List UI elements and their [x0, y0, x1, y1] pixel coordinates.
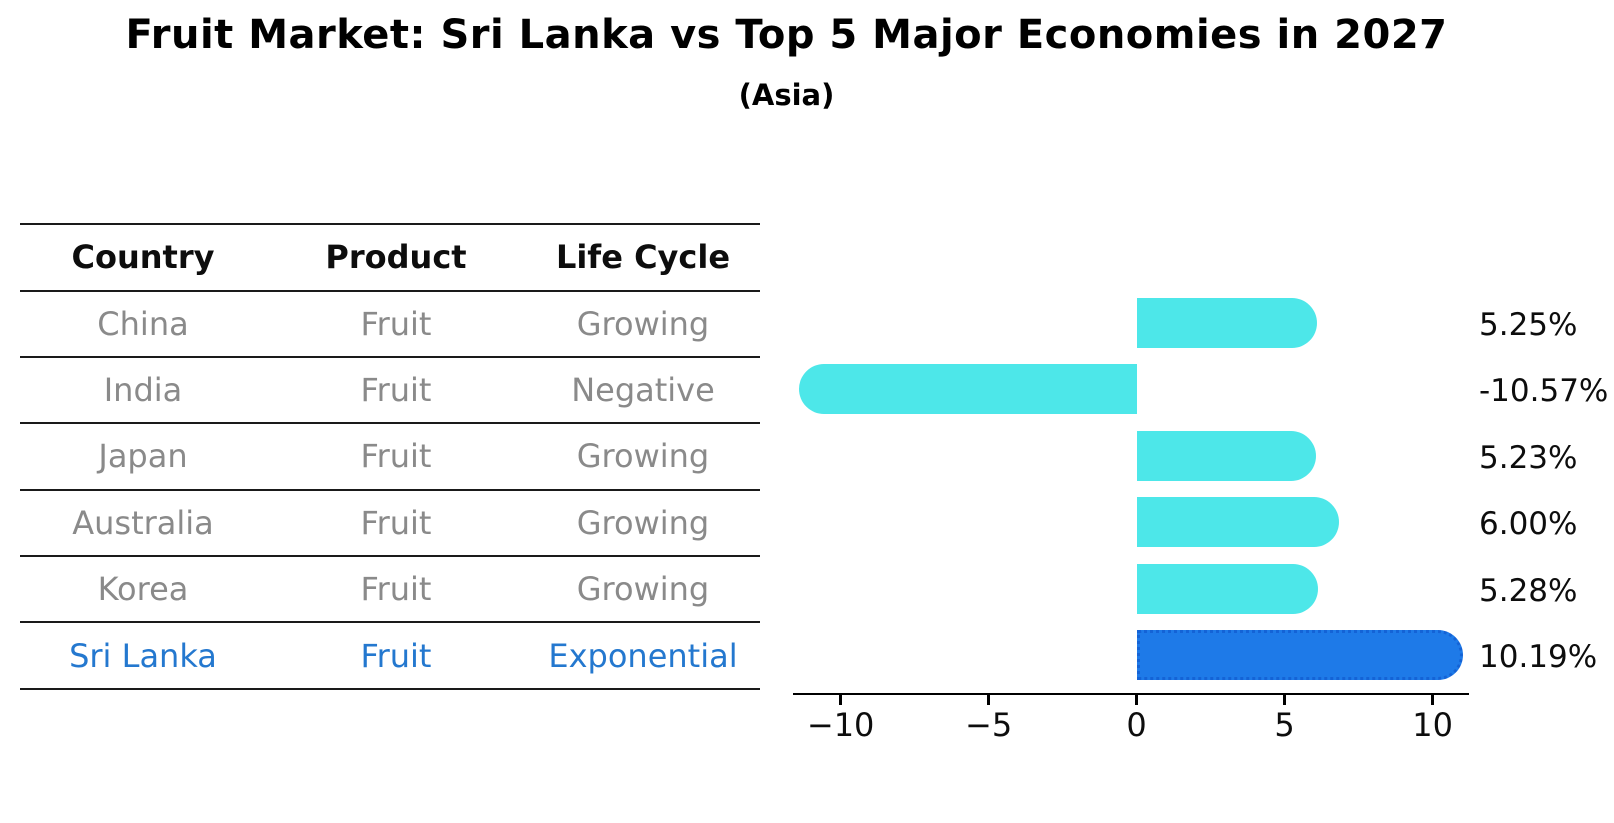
- bar-korea: [1136, 563, 1318, 614]
- table-cell-life-cycle: Exponential: [548, 636, 738, 675]
- table-row: Sri Lanka Fruit Exponential: [20, 623, 760, 690]
- value-label: 5.23%: [1479, 439, 1578, 476]
- bar-australia: [1136, 497, 1340, 548]
- table-body: China Fruit Growing India Fruit Negative Japan…: [20, 292, 760, 690]
- table-cell-product: Fruit: [360, 304, 432, 343]
- table-cell-life-cycle: Growing: [576, 437, 710, 476]
- table-cell-product: Fruit: [360, 371, 432, 410]
- x-axis-tick: [839, 693, 842, 705]
- bar-india: [798, 364, 1137, 415]
- table-row: Korea Fruit Growing: [20, 557, 760, 624]
- bar-japan: [1136, 430, 1317, 481]
- table-cell-country: Korea: [97, 570, 189, 609]
- table-cell-life-cycle: Growing: [576, 570, 710, 609]
- table-cell-life-cycle: Growing: [576, 503, 710, 542]
- x-axis-tick: [1135, 693, 1138, 705]
- table-cell-life-cycle: Negative: [571, 371, 715, 410]
- x-axis-tick-label: −10: [806, 706, 875, 744]
- x-axis-tick-label: 0: [1126, 706, 1147, 744]
- table-header-row: Country Product Life Cycle: [20, 225, 760, 292]
- table-row: China Fruit Growing: [20, 292, 760, 358]
- table-cell-product: Fruit: [360, 570, 432, 609]
- table-cell-life-cycle: Growing: [576, 304, 710, 343]
- x-axis-tick-label: 5: [1274, 706, 1295, 744]
- table-cell-product: Fruit: [360, 636, 432, 675]
- table-cell-country: Sri Lanka: [69, 636, 217, 675]
- country-table: Country Product Life Cycle China Fruit Gro…: [20, 223, 760, 690]
- chart-subtitle: (Asia): [738, 78, 835, 112]
- table-header-life-cycle: Life Cycle: [555, 238, 731, 277]
- plot-area: [793, 223, 1469, 695]
- table-cell-country: Australia: [72, 503, 214, 542]
- value-label: -10.57%: [1479, 373, 1609, 410]
- value-label: 10.19%: [1479, 639, 1598, 675]
- value-label: 5.28%: [1479, 572, 1578, 609]
- table-cell-country: India: [103, 371, 183, 410]
- x-axis-tick: [987, 693, 990, 705]
- x-axis-tick: [1431, 693, 1434, 705]
- x-axis-tick: [1283, 693, 1286, 705]
- table-row: India Fruit Negative: [20, 358, 760, 425]
- value-label: 6.00%: [1479, 506, 1578, 543]
- table-cell-product: Fruit: [360, 437, 432, 476]
- table-row: Japan Fruit Growing: [20, 424, 760, 491]
- table-cell-country: Japan: [98, 437, 188, 476]
- chart-title: Fruit Market: Sri Lanka vs Top 5 Major E…: [125, 12, 1448, 58]
- value-label: 5.25%: [1479, 307, 1578, 343]
- bar-china: [1136, 298, 1317, 348]
- table-header-product: Product: [325, 238, 467, 277]
- x-axis-tick-label: −5: [965, 706, 1013, 744]
- table-header-country: Country: [71, 238, 215, 277]
- table-row: Australia Fruit Growing: [20, 491, 760, 558]
- x-axis-tick-label: 10: [1412, 706, 1453, 744]
- table-cell-product: Fruit: [360, 503, 432, 542]
- bar-sri-lanka: [1136, 630, 1464, 680]
- table-cell-country: China: [97, 304, 189, 343]
